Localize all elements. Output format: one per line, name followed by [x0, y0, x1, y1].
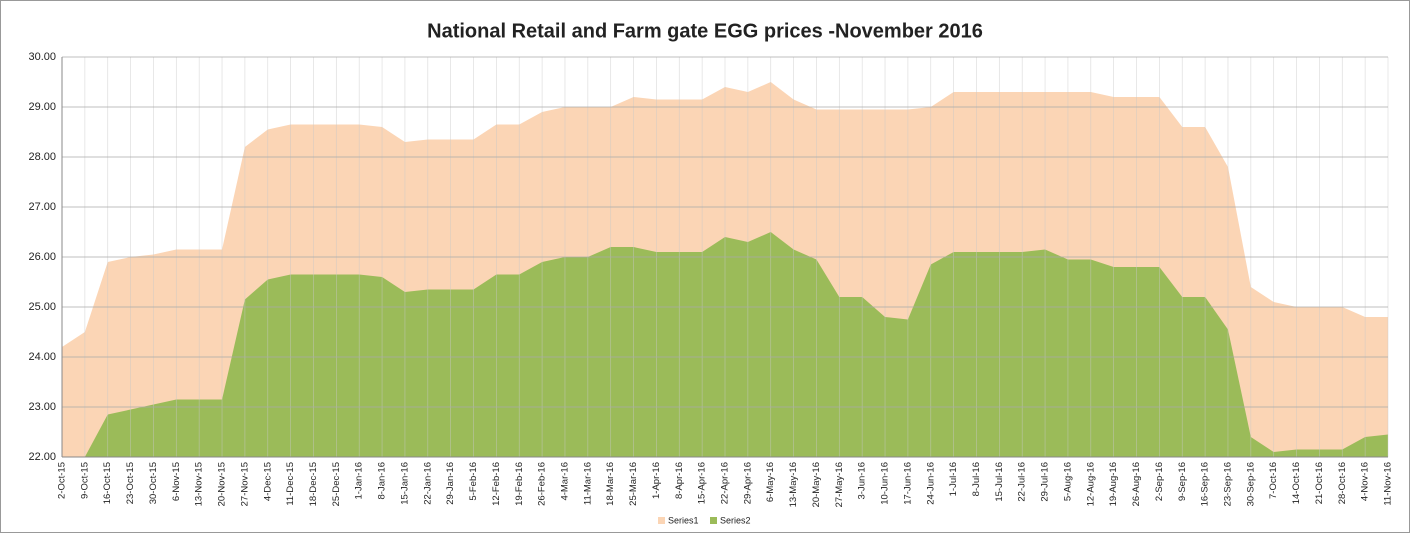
x-tick-label: 26-Feb-16: [537, 462, 548, 506]
x-tick-label: 4-Mar-16: [559, 462, 570, 501]
x-tick-label: 26-Aug-16: [1131, 462, 1142, 506]
x-tick-label: 19-Feb-16: [514, 462, 525, 506]
legend-label: Series1: [668, 515, 699, 525]
legend-swatch: [658, 517, 665, 524]
legend-swatch: [710, 517, 717, 524]
x-tick-label: 27-Nov-15: [239, 462, 250, 506]
y-tick-label: 30.00: [28, 51, 56, 63]
x-tick-label: 15-Jan-16: [399, 462, 410, 505]
x-tick-label: 1-Jan-16: [354, 462, 365, 500]
x-tick-label: 28-Oct-16: [1337, 462, 1348, 504]
x-tick-label: 18-Mar-16: [605, 462, 616, 506]
x-tick-label: 4-Nov-16: [1360, 462, 1371, 501]
y-tick-label: 28.00: [28, 151, 56, 163]
x-tick-label: 11-Nov-16: [1383, 462, 1394, 506]
x-tick-label: 7-Oct-16: [1268, 462, 1279, 499]
x-tick-label: 24-Jun-16: [925, 462, 936, 505]
x-tick-label: 25-Mar-16: [628, 462, 639, 506]
x-tick-label: 1-Jul-16: [948, 462, 959, 496]
x-tick-label: 9-Sep-16: [1177, 462, 1188, 501]
x-tick-label: 3-Jun-16: [857, 462, 868, 500]
x-tick-label: 30-Sep-16: [1245, 462, 1256, 506]
chart-title: National Retail and Farm gate EGG prices…: [427, 20, 983, 42]
x-tick-label: 12-Aug-16: [1085, 462, 1096, 506]
y-tick-label: 23.00: [28, 401, 56, 413]
y-tick-label: 25.00: [28, 301, 56, 313]
x-tick-label: 29-Jan-16: [445, 462, 456, 505]
x-tick-label: 23-Sep-16: [1222, 462, 1233, 506]
x-tick-label: 20-May-16: [811, 462, 822, 507]
x-tick-label: 25-Dec-15: [331, 462, 342, 506]
x-tick-label: 11-Dec-15: [285, 462, 296, 506]
x-tick-label: 8-Jul-16: [971, 462, 982, 496]
y-tick-label: 27.00: [28, 201, 56, 213]
y-tick-label: 26.00: [28, 251, 56, 263]
x-tick-label: 9-Oct-15: [79, 462, 90, 499]
x-tick-label: 13-May-16: [788, 462, 799, 507]
x-tick-label: 13-Nov-15: [194, 462, 205, 506]
x-tick-label: 22-Jul-16: [1017, 462, 1028, 502]
x-tick-label: 30-Oct-15: [148, 462, 159, 504]
x-tick-label: 5-Aug-16: [1062, 462, 1073, 501]
x-tick-label: 6-Nov-15: [171, 462, 182, 501]
x-tick-label: 22-Apr-16: [720, 462, 731, 504]
x-tick-label: 16-Sep-16: [1200, 462, 1211, 506]
x-tick-label: 29-Apr-16: [742, 462, 753, 504]
x-tick-label: 20-Nov-15: [217, 462, 228, 506]
x-tick-label: 1-Apr-16: [651, 462, 662, 499]
x-tick-label: 10-Jun-16: [880, 462, 891, 505]
x-tick-label: 15-Jul-16: [994, 462, 1005, 502]
x-tick-label: 18-Dec-15: [308, 462, 319, 506]
x-tick-label: 14-Oct-16: [1291, 462, 1302, 504]
x-tick-label: 16-Oct-15: [102, 462, 113, 504]
x-tick-label: 6-May-16: [765, 462, 776, 502]
legend-label: Series2: [720, 515, 751, 525]
x-tick-label: 17-Jun-16: [902, 462, 913, 505]
x-tick-label: 19-Aug-16: [1108, 462, 1119, 506]
x-tick-label: 2-Oct-15: [57, 462, 68, 499]
x-tick-label: 8-Jan-16: [377, 462, 388, 500]
y-tick-label: 29.00: [28, 101, 56, 113]
x-tick-label: 11-Mar-16: [582, 462, 593, 505]
x-tick-label: 23-Oct-15: [125, 462, 136, 504]
x-tick-label: 22-Jan-16: [422, 462, 433, 505]
x-tick-label: 21-Oct-16: [1314, 462, 1325, 504]
y-tick-label: 22.00: [28, 451, 56, 463]
y-tick-label: 24.00: [28, 351, 56, 363]
x-tick-label: 29-Jul-16: [1040, 462, 1051, 502]
x-tick-label: 27-May-16: [834, 462, 845, 507]
x-tick-label: 12-Feb-16: [491, 462, 502, 506]
x-tick-label: 4-Dec-15: [262, 462, 273, 501]
x-tick-label: 15-Apr-16: [697, 462, 708, 504]
x-tick-label: 5-Feb-16: [468, 462, 479, 501]
x-tick-label: 8-Apr-16: [674, 462, 685, 499]
x-tick-label: 2-Sep-16: [1154, 462, 1165, 501]
